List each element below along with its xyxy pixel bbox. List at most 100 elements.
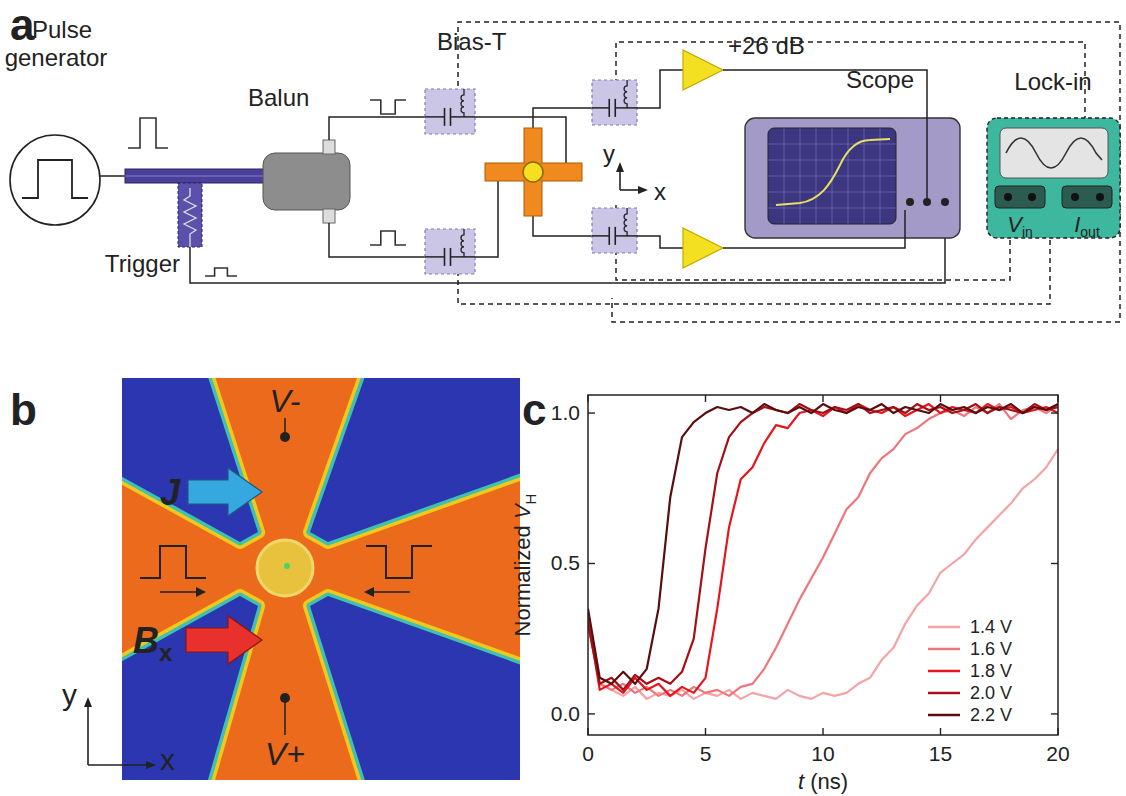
wire (615, 235, 637, 237)
panel-c: c051015200.00.51.0t (ns)Normalized VH1.4… (510, 385, 1070, 794)
lock-in (987, 118, 1120, 238)
bias-t (425, 229, 475, 274)
capacitor (608, 227, 610, 245)
scope-screen (768, 128, 896, 224)
label: Pulse (32, 16, 92, 43)
screen-trace (776, 139, 890, 205)
wire (637, 236, 683, 248)
capacitor (608, 99, 610, 117)
axis-arrow (88, 764, 152, 766)
port (1028, 193, 1036, 201)
wire (592, 235, 609, 237)
amplifier (683, 50, 723, 90)
pillar (257, 540, 313, 596)
label: Balun (248, 84, 309, 111)
panel-b: bV-V+JBxyx (10, 368, 530, 790)
wire (475, 181, 498, 257)
x-tick-label: 10 (811, 742, 834, 765)
screen-grid (768, 144, 896, 145)
legend-swatch (928, 648, 960, 651)
probe-line (284, 698, 286, 735)
splitter-core (125, 176, 265, 177)
label: +26 dB (728, 32, 805, 59)
y-tick (588, 412, 595, 413)
substrate (310, 378, 520, 542)
port (1071, 193, 1079, 201)
edge-glow (310, 378, 520, 542)
y-tick (1051, 412, 1058, 413)
plot-frame (588, 395, 1058, 735)
legend-swatch (928, 714, 960, 717)
label: V- (270, 383, 301, 419)
figure: aPulsegeneratorTriggerBalunBias-T+26 dBy… (0, 0, 1126, 796)
scope-input (923, 198, 931, 206)
panel-label: c (522, 385, 546, 434)
x-tick (940, 728, 941, 735)
x-tick (705, 728, 706, 735)
screen-grid (768, 160, 896, 161)
pulse-icon (205, 268, 237, 276)
plot-lines (588, 404, 1058, 699)
subscript: H (522, 494, 539, 505)
lock-in-screen (1000, 128, 1108, 178)
arrow-head (616, 162, 624, 172)
x-tick (587, 395, 588, 402)
label: Bx (133, 620, 173, 666)
wire (533, 214, 592, 236)
capacitor (444, 108, 446, 126)
legend-label: 2.2 V (970, 705, 1012, 725)
subscript: in (1022, 224, 1033, 240)
port-panel (1062, 186, 1112, 208)
legend-label: 1.4 V (970, 617, 1012, 637)
prefix: Normalized (510, 519, 535, 636)
device-dot (523, 162, 543, 182)
legend-swatch (928, 692, 960, 695)
axis-letter: x (654, 178, 666, 205)
panel-label: b (10, 385, 37, 434)
label: J (160, 472, 181, 513)
pulse-generator (10, 135, 100, 225)
x-tick-label: 5 (700, 742, 712, 765)
x-tick (822, 395, 823, 402)
edge-glow (310, 378, 520, 542)
scope-input (941, 198, 949, 206)
bias-t (425, 89, 475, 134)
arrow-head (364, 587, 374, 597)
wire (329, 223, 425, 257)
y-tick (1051, 713, 1058, 714)
balun (263, 153, 350, 210)
capacitor (614, 227, 616, 245)
trace (588, 404, 1058, 690)
pulse-icon (140, 546, 206, 578)
wire (592, 107, 609, 109)
y-tick-label: 0.5 (551, 551, 580, 574)
inductor (624, 208, 627, 236)
substrate (122, 378, 258, 542)
legend: 1.4 V1.6 V1.8 V2.0 V2.2 V (928, 617, 1012, 725)
wire (745, 210, 905, 248)
wire (475, 117, 566, 163)
screen-grid (768, 208, 896, 209)
legend-swatch (928, 626, 960, 629)
legend-label: 2.0 V (970, 683, 1012, 703)
wire (100, 175, 125, 177)
label: V+ (265, 736, 305, 772)
pulse-icon (370, 100, 406, 114)
wire (723, 247, 745, 249)
inductor (461, 229, 464, 257)
y-tick (588, 713, 595, 714)
pillar-center (284, 563, 290, 569)
trace (588, 404, 1058, 684)
pulse-arrow (372, 591, 410, 593)
wire (451, 116, 476, 118)
sine-trace (1006, 138, 1102, 168)
x-tick-label: 20 (1046, 742, 1069, 765)
subscript: out (1080, 224, 1100, 240)
legend-label: 1.6 V (970, 639, 1012, 659)
pulse-symbol (22, 160, 88, 198)
capacitor (450, 248, 452, 266)
label: Vin (1007, 212, 1033, 240)
pulse-icon (128, 118, 168, 148)
symbol: B (133, 620, 159, 661)
wire (451, 256, 476, 258)
